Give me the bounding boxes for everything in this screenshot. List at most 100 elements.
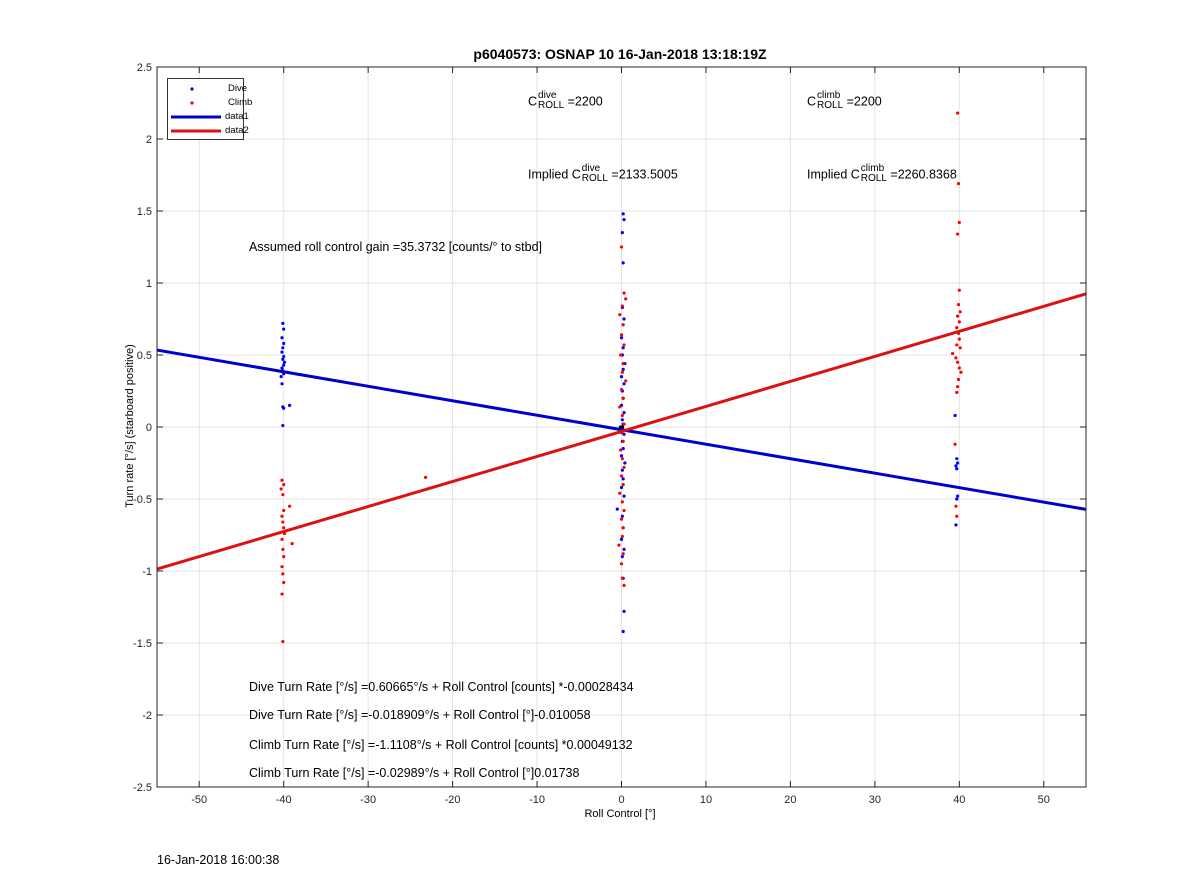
- point-climb: [621, 396, 625, 400]
- point-climb: [280, 565, 284, 569]
- point-dive: [621, 346, 625, 350]
- point-dive: [622, 382, 626, 386]
- point-climb: [617, 543, 621, 547]
- legend-entry-dive: Dive: [168, 82, 247, 95]
- point-climb: [624, 379, 628, 383]
- point-dive: [615, 507, 619, 511]
- legend-entry-climb: Climb: [168, 96, 252, 109]
- point-climb: [281, 547, 285, 552]
- point-climb: [281, 572, 285, 576]
- legend-label-dive: Dive: [228, 83, 248, 94]
- point-dive: [620, 555, 624, 559]
- point-climb: [956, 314, 960, 318]
- point-climb: [618, 313, 622, 317]
- implied-climb-value: =2260.8368: [886, 167, 957, 182]
- x-tick-label: 0: [618, 794, 624, 806]
- point-dive: [622, 411, 626, 415]
- point-climb: [955, 514, 959, 518]
- c-dive-sup: dive: [538, 90, 557, 101]
- point-climb: [618, 491, 622, 495]
- point-dive: [280, 336, 284, 340]
- point-dive: [621, 212, 625, 216]
- point-climb: [621, 526, 625, 530]
- point-climb: [622, 343, 626, 347]
- fit-line-data2: [156, 292, 1087, 571]
- point-dive: [620, 468, 624, 472]
- y-tick-label: 2.5: [137, 62, 152, 74]
- point-dive: [621, 261, 625, 265]
- point-dive: [282, 341, 286, 346]
- point-dive: [622, 609, 626, 613]
- point-dive: [621, 447, 625, 451]
- chart-title: p6040573: OSNAP 10 16-Jan-2018 13:18:19Z: [473, 46, 767, 62]
- c-climb-sup: climb: [817, 90, 841, 101]
- point-climb: [620, 304, 624, 308]
- point-climb: [956, 360, 960, 364]
- point-dive: [280, 350, 284, 354]
- point-dive: [281, 357, 285, 361]
- point-climb: [621, 362, 625, 366]
- point-climb: [281, 639, 285, 644]
- point-climb: [282, 526, 286, 530]
- point-dive: [619, 537, 624, 541]
- point-climb: [622, 508, 626, 513]
- point-dive: [282, 406, 286, 410]
- x-tick-label: -10: [529, 794, 545, 806]
- point-dive: [955, 457, 959, 461]
- annotation-roll-gain: Assumed roll control gain =35.3732 [coun…: [249, 240, 543, 254]
- point-dive: [953, 413, 957, 418]
- point-dive: [622, 432, 626, 436]
- point-dive: [955, 497, 959, 501]
- point-climb: [618, 405, 622, 409]
- point-climb: [957, 337, 961, 341]
- c-climb-symbol: C: [807, 94, 817, 109]
- point-dive: [623, 461, 627, 465]
- legend-label-data2: data2: [225, 125, 249, 136]
- point-climb: [622, 291, 626, 295]
- point-dive: [621, 477, 625, 481]
- point-climb: [956, 232, 960, 236]
- point-climb: [280, 592, 284, 596]
- point-climb: [619, 562, 624, 566]
- legend-label-data1: data1: [225, 111, 249, 122]
- x-tick-label: -30: [360, 794, 376, 806]
- point-climb: [620, 370, 624, 374]
- point-dive: [620, 514, 624, 518]
- point-climb: [622, 583, 626, 588]
- point-climb: [958, 346, 962, 350]
- c-dive-value: =2200: [564, 94, 603, 109]
- c-climb-value: =2200: [843, 94, 882, 109]
- point-climb: [619, 448, 623, 452]
- x-tick-label: 30: [869, 794, 881, 806]
- point-dive: [281, 321, 285, 325]
- point-dive: [622, 218, 626, 222]
- y-tick-label: 0: [146, 422, 152, 434]
- point-climb: [619, 387, 624, 392]
- point-dive: [622, 317, 626, 321]
- point-climb: [621, 439, 625, 443]
- point-climb: [956, 182, 961, 186]
- point-dive: [282, 354, 286, 359]
- point-dive: [954, 464, 958, 468]
- point-climb: [282, 580, 286, 585]
- point-climb: [619, 353, 623, 357]
- y-tick-label: -1.5: [133, 638, 152, 650]
- point-climb: [620, 500, 624, 504]
- point-climb: [280, 537, 284, 541]
- implied-dive-value: =2133.5005: [607, 167, 678, 182]
- point-climb: [956, 385, 960, 389]
- point-dive: [287, 403, 292, 407]
- x-tick-label: 20: [784, 794, 796, 806]
- point-climb: [956, 377, 961, 382]
- annotation-eq-dive-deg: Dive Turn Rate [°/s] =-0.018909°/s + Rol…: [249, 708, 591, 722]
- point-climb: [281, 493, 285, 497]
- c-dive-sub: ROLL: [538, 100, 565, 111]
- implied-dive-sup: dive: [581, 163, 601, 174]
- legend-dive-marker: [190, 87, 194, 91]
- point-climb: [953, 442, 957, 446]
- point-climb: [282, 508, 286, 513]
- y-tick-label: -2: [142, 710, 152, 722]
- legend-climb-marker: [190, 101, 194, 105]
